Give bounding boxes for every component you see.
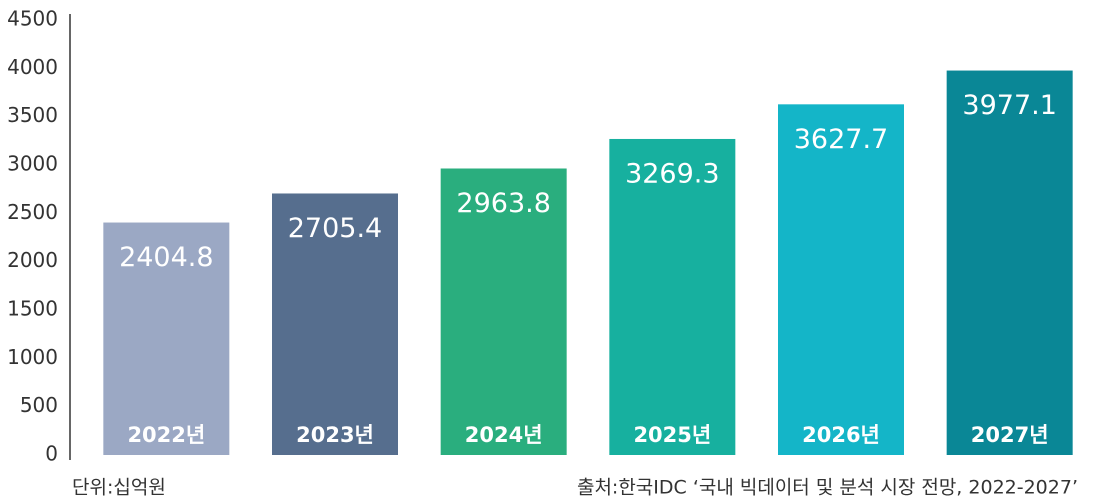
y-tick-label: 500 (20, 393, 58, 417)
y-tick-label: 4000 (7, 55, 58, 79)
value-label: 3627.7 (794, 124, 888, 155)
y-tick-label: 3000 (7, 152, 58, 176)
bar (272, 193, 398, 455)
bar (609, 138, 736, 456)
bar (440, 168, 567, 455)
y-tick-label: 2500 (7, 200, 58, 224)
unit-note: 단위:십억원 (72, 477, 166, 499)
source-note: 출처:한국IDC ‘국내 빅데이터 및 분석 시장 전망, 2022-2027’ (577, 477, 1078, 499)
value-label: 2404.8 (119, 242, 213, 273)
category-label: 2026년 (802, 423, 880, 447)
value-label: 2705.4 (288, 213, 382, 244)
value-label: 3269.3 (625, 158, 719, 189)
bar (103, 222, 230, 455)
category-label: 2025년 (633, 423, 711, 447)
y-tick-label: 3500 (7, 103, 58, 127)
bar (946, 70, 1073, 455)
category-label: 2027년 (971, 423, 1049, 447)
y-tick-label: 4500 (7, 7, 58, 31)
category-label: 2024년 (465, 423, 543, 447)
category-label: 2022년 (127, 423, 205, 447)
value-label: 3977.1 (962, 90, 1056, 121)
y-tick-label: 2000 (7, 248, 58, 272)
category-label: 2023년 (296, 423, 374, 447)
bar (778, 104, 904, 456)
y-tick-label: 1500 (7, 297, 58, 321)
y-tick-label: 1000 (7, 345, 58, 369)
value-label: 2963.8 (456, 188, 550, 219)
y-tick-label: 0 (45, 442, 58, 466)
